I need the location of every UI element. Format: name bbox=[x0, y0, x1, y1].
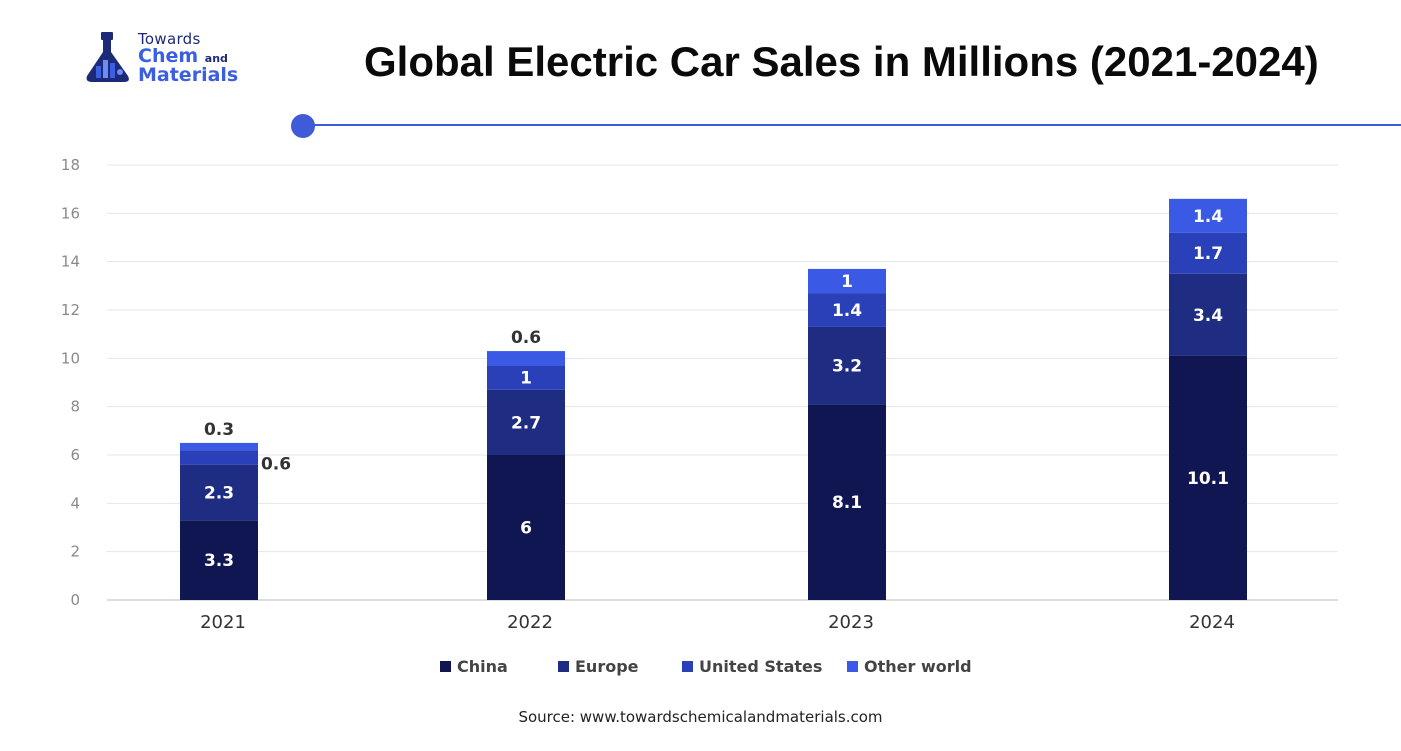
data-label: 1.4 bbox=[1193, 207, 1223, 227]
legend-label: Europe bbox=[575, 657, 639, 676]
y-tick-label: 0 bbox=[70, 591, 80, 609]
data-label: 1 bbox=[520, 369, 532, 389]
y-tick-label: 10 bbox=[61, 349, 80, 367]
x-tick-label: 2022 bbox=[507, 612, 553, 633]
flask-logo-icon bbox=[86, 32, 129, 82]
legend-swatch bbox=[440, 661, 451, 672]
bar-segment bbox=[808, 268, 886, 294]
logo-text-chem-word: Chem bbox=[138, 45, 199, 67]
y-tick-label: 2 bbox=[70, 543, 80, 561]
chart-title: Global Electric Car Sales in Millions (2… bbox=[364, 38, 1319, 85]
stacked-bar-chart: 0 2 4 6 8 10 12 14 16 18 3.3 2.3 0.6 0.3 2021 6 2.7 1 0.6 2… bbox=[61, 156, 1338, 633]
logo-text-and: and bbox=[204, 52, 228, 65]
bar-segment bbox=[180, 464, 258, 521]
y-tick-label: 16 bbox=[61, 204, 80, 222]
data-label: 6 bbox=[520, 519, 532, 539]
bar-segment bbox=[487, 351, 565, 366]
data-label: 2.7 bbox=[511, 413, 541, 433]
data-label: 0.6 bbox=[261, 454, 291, 474]
chart-legend: China Europe United States Other world bbox=[0, 657, 1401, 681]
y-tick-label: 12 bbox=[61, 301, 80, 319]
legend-label: Other world bbox=[864, 657, 972, 676]
bar-segment bbox=[1169, 273, 1247, 356]
logo-text-chem: Chem and bbox=[138, 45, 228, 67]
bar-segment bbox=[487, 455, 565, 600]
x-tick-label: 2021 bbox=[200, 612, 246, 633]
data-label: 0.6 bbox=[511, 328, 541, 348]
data-label: 3.4 bbox=[1193, 306, 1223, 326]
y-tick-label: 14 bbox=[61, 253, 80, 271]
legend-swatch bbox=[682, 661, 693, 672]
legend-item: Other world bbox=[847, 657, 972, 676]
bar-segment bbox=[1169, 232, 1247, 274]
logo-text-materials: Materials bbox=[138, 64, 239, 86]
bar-segment bbox=[180, 442, 258, 451]
x-tick-label: 2023 bbox=[828, 612, 874, 633]
x-tick-label: 2024 bbox=[1189, 612, 1235, 633]
data-label: 1.4 bbox=[832, 301, 862, 321]
data-label: 2.3 bbox=[204, 483, 234, 503]
data-label: 1 bbox=[841, 272, 853, 292]
data-label: 10.1 bbox=[1187, 469, 1229, 489]
bar-segment bbox=[180, 520, 258, 600]
data-label: 0.3 bbox=[204, 420, 234, 440]
legend-item: China bbox=[440, 657, 508, 676]
legend-swatch bbox=[558, 661, 569, 672]
bar-segment bbox=[808, 326, 886, 405]
data-label: 1.7 bbox=[1193, 244, 1223, 264]
y-tick-label: 4 bbox=[70, 494, 80, 512]
legend-label: United States bbox=[699, 657, 823, 676]
bar-segment bbox=[808, 404, 886, 600]
legend-item: Europe bbox=[558, 657, 639, 676]
bar-segment bbox=[808, 293, 886, 327]
title-divider-dot bbox=[291, 114, 315, 138]
bar-segment bbox=[1169, 355, 1247, 600]
logo-text-towards: Towards bbox=[138, 30, 201, 48]
source-note: Source: www.towardschemicalandmaterials.… bbox=[518, 708, 883, 726]
title-divider-line bbox=[303, 124, 1401, 126]
data-label: 3.2 bbox=[832, 357, 862, 377]
bar-segment bbox=[180, 450, 258, 465]
y-tick-label: 6 bbox=[70, 446, 80, 464]
y-tick-label: 18 bbox=[61, 156, 80, 174]
legend-swatch bbox=[847, 661, 858, 672]
bar-segment bbox=[1169, 198, 1247, 233]
bar-segment bbox=[487, 365, 565, 390]
data-label: 8.1 bbox=[832, 493, 862, 513]
brand-logo: Towards Chem and Materials bbox=[82, 28, 238, 88]
bar-segment bbox=[487, 389, 565, 455]
y-tick-label: 8 bbox=[70, 398, 80, 416]
legend-item: United States bbox=[682, 657, 822, 676]
data-label: 3.3 bbox=[204, 551, 234, 571]
legend-label: China bbox=[457, 657, 508, 676]
